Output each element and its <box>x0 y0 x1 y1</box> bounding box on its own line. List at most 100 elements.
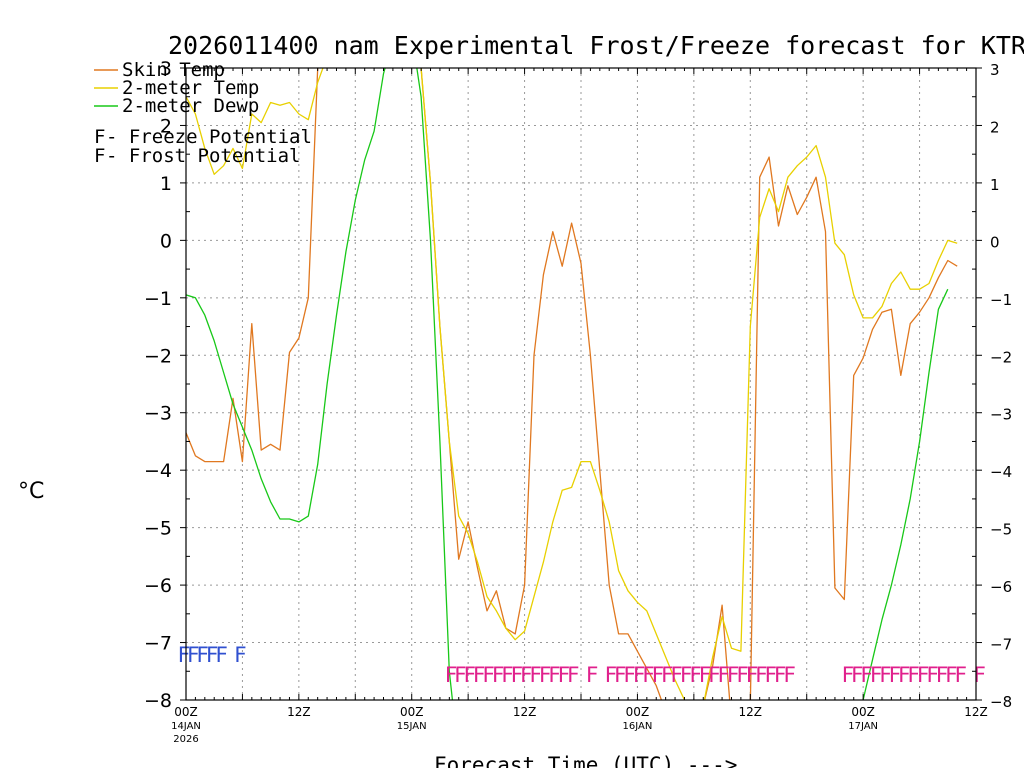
freeze-marker: F <box>445 663 458 687</box>
freeze-marker: F <box>936 663 949 687</box>
x-tick-label: 00Z <box>851 705 875 719</box>
x-tick-year: 2026 <box>173 734 198 745</box>
freeze-marker: F <box>670 663 683 687</box>
axis-ticks: −8 −8 −7 −7 −6 −6 −5 −5 −4 −4 −3 −3 −2 −2 −1 −1 0 0 1 1 2 2 3 3… <box>144 58 1012 745</box>
series-line-2-meter-dewp <box>186 68 949 700</box>
y-tick-label-right: −8 <box>990 693 1012 711</box>
y-tick-label-right: 1 <box>990 176 1000 194</box>
freeze-marker: F <box>614 663 627 687</box>
freeze-marker: F <box>501 663 514 687</box>
y-tick-label-left: 3 <box>160 58 172 80</box>
series-clip-group <box>186 68 958 700</box>
freeze-marker: F <box>945 663 958 687</box>
freeze-marker: F <box>520 663 533 687</box>
y-axis-label: °C <box>18 479 44 504</box>
freeze-marker: F <box>539 663 552 687</box>
freeze-marker: F <box>774 663 787 687</box>
freeze-marker: F <box>623 663 636 687</box>
freeze-marker: F <box>482 663 495 687</box>
freeze-marker: F <box>529 663 542 687</box>
legend-label: 2-meter Temp <box>122 77 259 99</box>
frost-marker: F <box>178 643 191 667</box>
y-tick-label-left: 0 <box>160 230 172 252</box>
y-tick-label-left: −6 <box>144 575 172 597</box>
legend-label: 2-meter Dewp <box>122 95 259 117</box>
freeze-marker: F <box>605 663 618 687</box>
freeze-marker: F <box>764 663 777 687</box>
freeze-marker: F <box>860 663 873 687</box>
x-tick-label: 12Z <box>287 705 311 719</box>
frost-marker: F <box>234 643 247 667</box>
y-tick-label-right: 0 <box>990 233 1000 251</box>
freeze-marker: F <box>567 663 580 687</box>
freeze-marker: F <box>842 663 855 687</box>
freeze-marker: F <box>954 663 967 687</box>
series-line-skin-temp <box>186 68 958 700</box>
y-tick-label-right: −2 <box>990 348 1012 366</box>
y-tick-label-left: −1 <box>144 288 172 310</box>
freeze-marker: F <box>680 663 693 687</box>
freeze-marker: F <box>898 663 911 687</box>
frost-marker: F <box>215 643 228 667</box>
legend-marker: F <box>94 145 105 167</box>
frost-marker: F <box>196 643 209 667</box>
freeze-marker: F <box>889 663 902 687</box>
x-tick-date: 15JAN <box>397 721 427 732</box>
freeze-marker: F <box>463 663 476 687</box>
x-tick-label: 00Z <box>174 705 198 719</box>
y-tick-label-right: −3 <box>990 406 1012 424</box>
freeze-marker: F <box>586 663 599 687</box>
y-tick-label-right: −7 <box>990 636 1012 654</box>
freeze-marker: F <box>727 663 740 687</box>
y-tick-label-right: −1 <box>990 291 1012 309</box>
y-tick-label-left: −8 <box>144 690 172 712</box>
y-tick-label-left: −5 <box>144 518 172 540</box>
frost-marker: F <box>187 643 200 667</box>
freeze-marker: F <box>907 663 920 687</box>
legend-label: - Frost Potential <box>106 145 300 167</box>
freeze-marker: F <box>917 663 930 687</box>
legend-label: - Freeze Potential <box>106 126 312 148</box>
y-tick-label-left: 1 <box>160 173 172 195</box>
freeze-marker: F <box>473 663 486 687</box>
x-tick-date: 14JAN <box>171 721 201 732</box>
freeze-marker: F <box>755 663 768 687</box>
x-tick-label: 12Z <box>513 705 537 719</box>
y-tick-label-left: −7 <box>144 633 172 655</box>
freeze-marker: F <box>454 663 467 687</box>
y-tick-label-left: −4 <box>144 460 172 482</box>
chart-title: 2026011400 nam Experimental Frost/Freeze… <box>168 31 1024 60</box>
freeze-marker: F <box>642 663 655 687</box>
y-tick-label-left: −3 <box>144 403 172 425</box>
freeze-marker: F <box>870 663 883 687</box>
x-axis-label: Forecast Time (UTC) ---> <box>434 753 737 768</box>
series-line-2-meter-temp <box>186 68 958 700</box>
freeze-marker: F <box>492 663 505 687</box>
freeze-marker: F <box>652 663 665 687</box>
x-tick-label: 00Z <box>400 705 424 719</box>
y-tick-label-right: −5 <box>990 521 1012 539</box>
y-tick-label-right: 3 <box>990 61 1000 79</box>
freeze-marker: F <box>689 663 702 687</box>
y-tick-label-right: −4 <box>990 463 1012 481</box>
y-tick-label-left: −2 <box>144 345 172 367</box>
freeze-marker: F <box>548 663 561 687</box>
freeze-marker: F <box>926 663 939 687</box>
y-tick-label-left: 2 <box>160 115 172 137</box>
x-tick-label: 12Z <box>964 705 988 719</box>
series-lines <box>186 68 958 700</box>
freeze-marker: F <box>558 663 571 687</box>
freeze-marker: F <box>661 663 674 687</box>
freeze-marker: F <box>879 663 892 687</box>
freeze-marker: F <box>736 663 749 687</box>
freeze-marker: F <box>717 663 730 687</box>
x-tick-label: 00Z <box>626 705 650 719</box>
freeze-marker: F <box>708 663 721 687</box>
legend-label: Skin Temp <box>122 59 225 81</box>
x-tick-label: 12Z <box>739 705 763 719</box>
freeze-marker: F <box>973 663 986 687</box>
freeze-marker: F <box>746 663 759 687</box>
